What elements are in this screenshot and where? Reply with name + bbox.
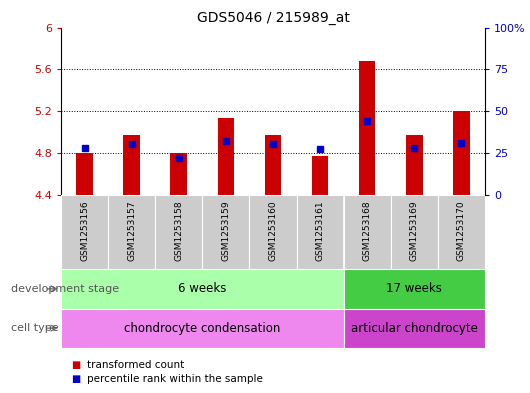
Text: percentile rank within the sample: percentile rank within the sample bbox=[87, 374, 263, 384]
Bar bbox=[343, 309, 485, 348]
Bar bbox=[343, 269, 485, 309]
Text: GSM1253160: GSM1253160 bbox=[269, 200, 277, 261]
Bar bbox=[61, 195, 108, 269]
Bar bbox=[359, 61, 375, 195]
Bar bbox=[123, 135, 140, 195]
Text: GSM1253161: GSM1253161 bbox=[315, 200, 324, 261]
Text: GSM1253156: GSM1253156 bbox=[80, 200, 89, 261]
Text: GSM1253168: GSM1253168 bbox=[363, 200, 372, 261]
Bar bbox=[76, 153, 93, 195]
Text: ■: ■ bbox=[72, 374, 81, 384]
Text: GSM1253157: GSM1253157 bbox=[127, 200, 136, 261]
Text: cell type: cell type bbox=[11, 323, 58, 333]
Bar bbox=[406, 135, 422, 195]
Bar bbox=[343, 195, 391, 269]
Bar bbox=[108, 195, 155, 269]
Bar bbox=[250, 195, 296, 269]
Bar bbox=[438, 195, 485, 269]
Text: ■: ■ bbox=[72, 360, 81, 370]
Bar bbox=[391, 195, 438, 269]
Text: development stage: development stage bbox=[11, 284, 119, 294]
Bar bbox=[171, 153, 187, 195]
Text: GSM1253170: GSM1253170 bbox=[457, 200, 466, 261]
Text: chondrocyte condensation: chondrocyte condensation bbox=[124, 321, 280, 335]
Text: 6 weeks: 6 weeks bbox=[178, 282, 226, 296]
Text: GSM1253169: GSM1253169 bbox=[410, 200, 419, 261]
Bar bbox=[61, 269, 343, 309]
Bar bbox=[218, 118, 234, 195]
Bar bbox=[61, 309, 343, 348]
Text: articular chondrocyte: articular chondrocyte bbox=[351, 321, 478, 335]
Bar bbox=[453, 111, 470, 195]
Bar bbox=[296, 195, 343, 269]
Bar bbox=[155, 195, 202, 269]
Text: GSM1253158: GSM1253158 bbox=[174, 200, 183, 261]
Bar bbox=[202, 195, 250, 269]
Title: GDS5046 / 215989_at: GDS5046 / 215989_at bbox=[197, 11, 349, 25]
Text: transformed count: transformed count bbox=[87, 360, 184, 370]
Text: 17 weeks: 17 weeks bbox=[386, 282, 442, 296]
Bar bbox=[264, 135, 281, 195]
Text: GSM1253159: GSM1253159 bbox=[222, 200, 231, 261]
Bar bbox=[312, 156, 328, 195]
